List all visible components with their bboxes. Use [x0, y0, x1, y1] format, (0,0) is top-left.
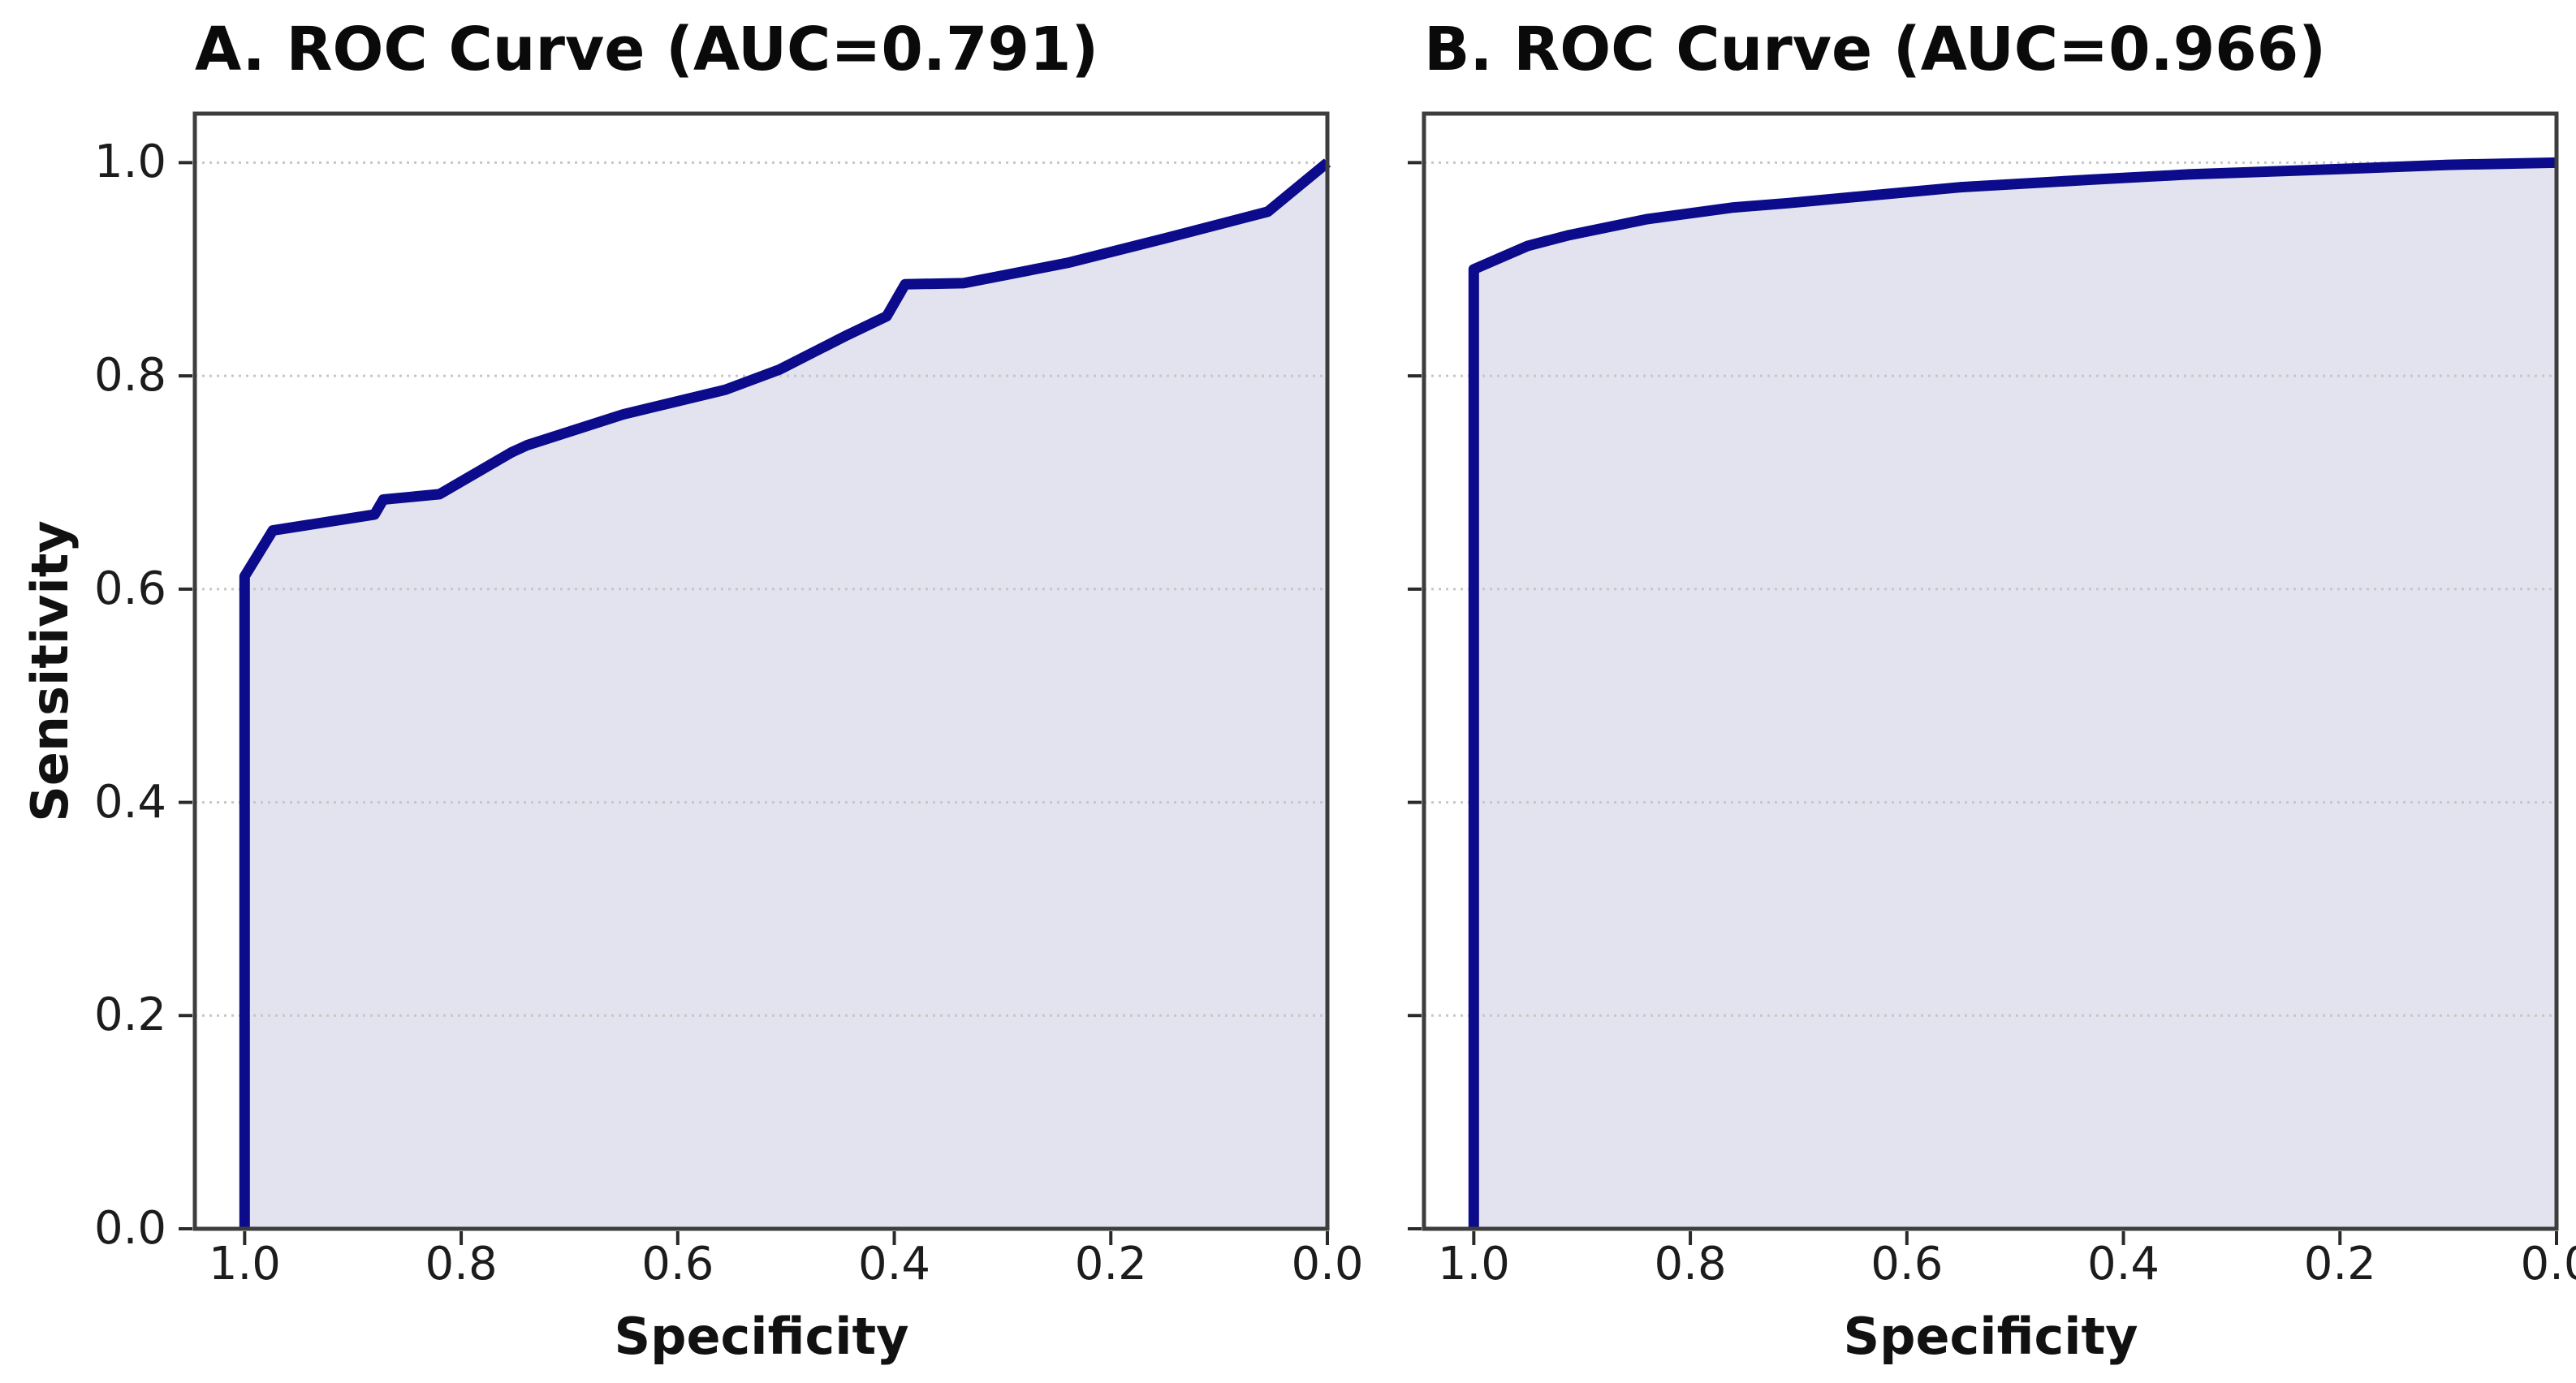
y-tick-label: 0.6: [93, 562, 166, 615]
x-tick-label: 0.4: [858, 1238, 931, 1290]
panel-a-title: A. ROC Curve (AUC=0.791): [195, 15, 1099, 84]
x-tick-label: 0.8: [425, 1238, 498, 1290]
axes-spines: [192, 111, 1330, 1231]
x-tick-label: 0.2: [1074, 1238, 1147, 1290]
axes-spines: [1422, 111, 2559, 1231]
x-tick-label: 0.6: [1871, 1238, 1944, 1290]
x-tick-label: 0.4: [2087, 1238, 2160, 1290]
panel-a-x-axis-label: Specificity: [614, 1307, 909, 1366]
roc-panel-b: [1408, 111, 2559, 1245]
roc-panel-a: [179, 111, 1331, 1245]
roc-curve: [1468, 157, 2557, 1229]
x-tick-label: 0.2: [2303, 1238, 2376, 1290]
y-tick-label: 0.4: [93, 775, 166, 829]
roc-area-fill: [1474, 162, 2557, 1229]
y-axis-label-sensitivity: Sensitivity: [20, 520, 80, 822]
y-tick-label: 0.8: [93, 349, 166, 403]
y-tick-label: 0.2: [93, 989, 166, 1042]
y-tick-label: 1.0: [93, 136, 166, 189]
roc-curve: [239, 158, 1331, 1229]
y-tick-label: 0.0: [93, 1202, 166, 1255]
x-tick-label: 0.0: [1291, 1238, 1364, 1290]
x-tick-label: 1.0: [208, 1238, 281, 1290]
x-tick-label: 1.0: [1437, 1238, 1510, 1290]
x-tick-label: 0.6: [641, 1238, 714, 1290]
panel-b-title: B. ROC Curve (AUC=0.966): [1424, 15, 2327, 84]
panel-b-x-axis-label: Specificity: [1843, 1307, 2138, 1366]
x-tick-label: 0.8: [1654, 1238, 1727, 1290]
x-tick-label: 0.0: [2520, 1238, 2576, 1290]
roc-area-fill: [244, 162, 1327, 1229]
